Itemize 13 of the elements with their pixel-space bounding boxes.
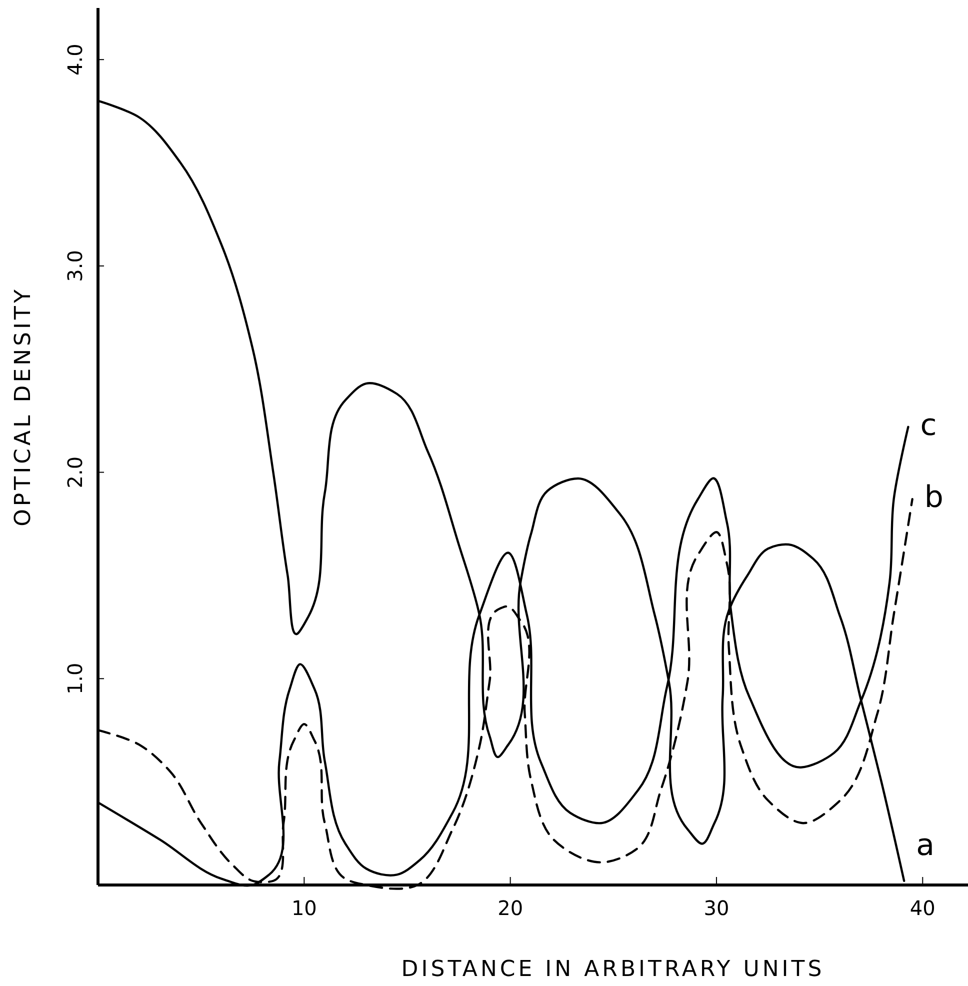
x-tick-label: 20 bbox=[498, 896, 524, 920]
x-axis-title: DISTANCE IN ARBITRARY UNITS bbox=[401, 957, 825, 982]
y-tick-label: 3.0 bbox=[63, 250, 87, 282]
y-tick-label: 4.0 bbox=[63, 44, 87, 76]
series-label: a bbox=[916, 828, 934, 863]
y-axis-title: OPTICAL DENSITY bbox=[11, 286, 36, 526]
y-tick-label: 2.0 bbox=[63, 456, 87, 488]
x-tick-label: 30 bbox=[704, 896, 730, 920]
x-tick-label: 40 bbox=[910, 896, 936, 920]
series-label: c bbox=[920, 408, 937, 443]
y-tick-label: 1.0 bbox=[63, 662, 87, 695]
series-label: b bbox=[924, 480, 944, 516]
x-tick-label: 10 bbox=[291, 896, 317, 920]
